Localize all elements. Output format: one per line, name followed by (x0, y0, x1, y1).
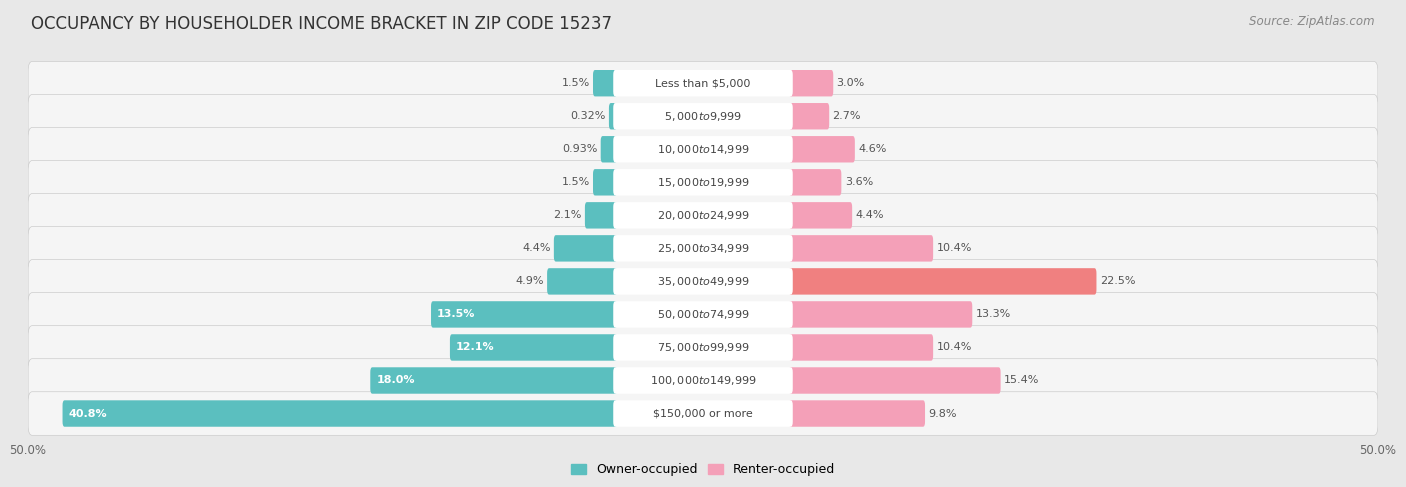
FancyBboxPatch shape (789, 301, 973, 328)
FancyBboxPatch shape (789, 202, 852, 228)
FancyBboxPatch shape (613, 103, 793, 130)
Text: 4.6%: 4.6% (858, 144, 887, 154)
FancyBboxPatch shape (28, 94, 1378, 138)
FancyBboxPatch shape (593, 70, 617, 96)
Text: $25,000 to $34,999: $25,000 to $34,999 (657, 242, 749, 255)
FancyBboxPatch shape (28, 359, 1378, 402)
Text: $15,000 to $19,999: $15,000 to $19,999 (657, 176, 749, 189)
Text: 1.5%: 1.5% (561, 177, 589, 187)
FancyBboxPatch shape (613, 268, 793, 295)
FancyBboxPatch shape (450, 334, 617, 361)
FancyBboxPatch shape (613, 400, 793, 427)
Text: $100,000 to $149,999: $100,000 to $149,999 (650, 374, 756, 387)
FancyBboxPatch shape (547, 268, 617, 295)
Text: 3.6%: 3.6% (845, 177, 873, 187)
FancyBboxPatch shape (789, 235, 934, 262)
FancyBboxPatch shape (28, 61, 1378, 105)
Text: 10.4%: 10.4% (936, 342, 972, 353)
Text: 13.3%: 13.3% (976, 309, 1011, 319)
FancyBboxPatch shape (370, 367, 617, 393)
FancyBboxPatch shape (789, 367, 1001, 393)
Text: $50,000 to $74,999: $50,000 to $74,999 (657, 308, 749, 321)
FancyBboxPatch shape (28, 260, 1378, 303)
Text: $10,000 to $14,999: $10,000 to $14,999 (657, 143, 749, 156)
Text: Less than $5,000: Less than $5,000 (655, 78, 751, 88)
Text: 3.0%: 3.0% (837, 78, 865, 88)
Text: 0.32%: 0.32% (571, 111, 606, 121)
Text: 12.1%: 12.1% (456, 342, 495, 353)
Text: 1.5%: 1.5% (561, 78, 589, 88)
Text: Source: ZipAtlas.com: Source: ZipAtlas.com (1250, 15, 1375, 28)
FancyBboxPatch shape (789, 136, 855, 163)
Text: 10.4%: 10.4% (936, 244, 972, 253)
FancyBboxPatch shape (613, 235, 793, 262)
FancyBboxPatch shape (613, 301, 793, 328)
FancyBboxPatch shape (28, 161, 1378, 204)
FancyBboxPatch shape (62, 400, 617, 427)
FancyBboxPatch shape (585, 202, 617, 228)
FancyBboxPatch shape (28, 392, 1378, 435)
FancyBboxPatch shape (613, 136, 793, 163)
Text: 40.8%: 40.8% (69, 409, 107, 418)
Text: $150,000 or more: $150,000 or more (654, 409, 752, 418)
Text: 22.5%: 22.5% (1099, 277, 1135, 286)
FancyBboxPatch shape (789, 268, 1097, 295)
Text: 18.0%: 18.0% (377, 375, 415, 386)
FancyBboxPatch shape (789, 169, 841, 195)
FancyBboxPatch shape (593, 169, 617, 195)
FancyBboxPatch shape (789, 103, 830, 130)
Text: $20,000 to $24,999: $20,000 to $24,999 (657, 209, 749, 222)
FancyBboxPatch shape (600, 136, 617, 163)
FancyBboxPatch shape (554, 235, 617, 262)
Text: 15.4%: 15.4% (1004, 375, 1039, 386)
FancyBboxPatch shape (28, 128, 1378, 171)
Text: 0.93%: 0.93% (562, 144, 598, 154)
Text: 4.4%: 4.4% (522, 244, 551, 253)
Text: 4.4%: 4.4% (855, 210, 884, 220)
Text: $75,000 to $99,999: $75,000 to $99,999 (657, 341, 749, 354)
FancyBboxPatch shape (613, 202, 793, 228)
FancyBboxPatch shape (432, 301, 617, 328)
Text: 2.1%: 2.1% (553, 210, 582, 220)
Text: 13.5%: 13.5% (437, 309, 475, 319)
FancyBboxPatch shape (28, 326, 1378, 369)
FancyBboxPatch shape (613, 367, 793, 393)
FancyBboxPatch shape (789, 334, 934, 361)
Text: 2.7%: 2.7% (832, 111, 860, 121)
Text: $5,000 to $9,999: $5,000 to $9,999 (664, 110, 742, 123)
FancyBboxPatch shape (28, 226, 1378, 270)
Text: 4.9%: 4.9% (515, 277, 544, 286)
FancyBboxPatch shape (613, 70, 793, 96)
FancyBboxPatch shape (789, 70, 834, 96)
Text: $35,000 to $49,999: $35,000 to $49,999 (657, 275, 749, 288)
Legend: Owner-occupied, Renter-occupied: Owner-occupied, Renter-occupied (567, 458, 839, 482)
Text: OCCUPANCY BY HOUSEHOLDER INCOME BRACKET IN ZIP CODE 15237: OCCUPANCY BY HOUSEHOLDER INCOME BRACKET … (31, 15, 612, 33)
Text: 9.8%: 9.8% (928, 409, 957, 418)
FancyBboxPatch shape (613, 334, 793, 361)
FancyBboxPatch shape (609, 103, 617, 130)
FancyBboxPatch shape (613, 169, 793, 195)
FancyBboxPatch shape (28, 193, 1378, 237)
FancyBboxPatch shape (789, 400, 925, 427)
FancyBboxPatch shape (28, 293, 1378, 336)
